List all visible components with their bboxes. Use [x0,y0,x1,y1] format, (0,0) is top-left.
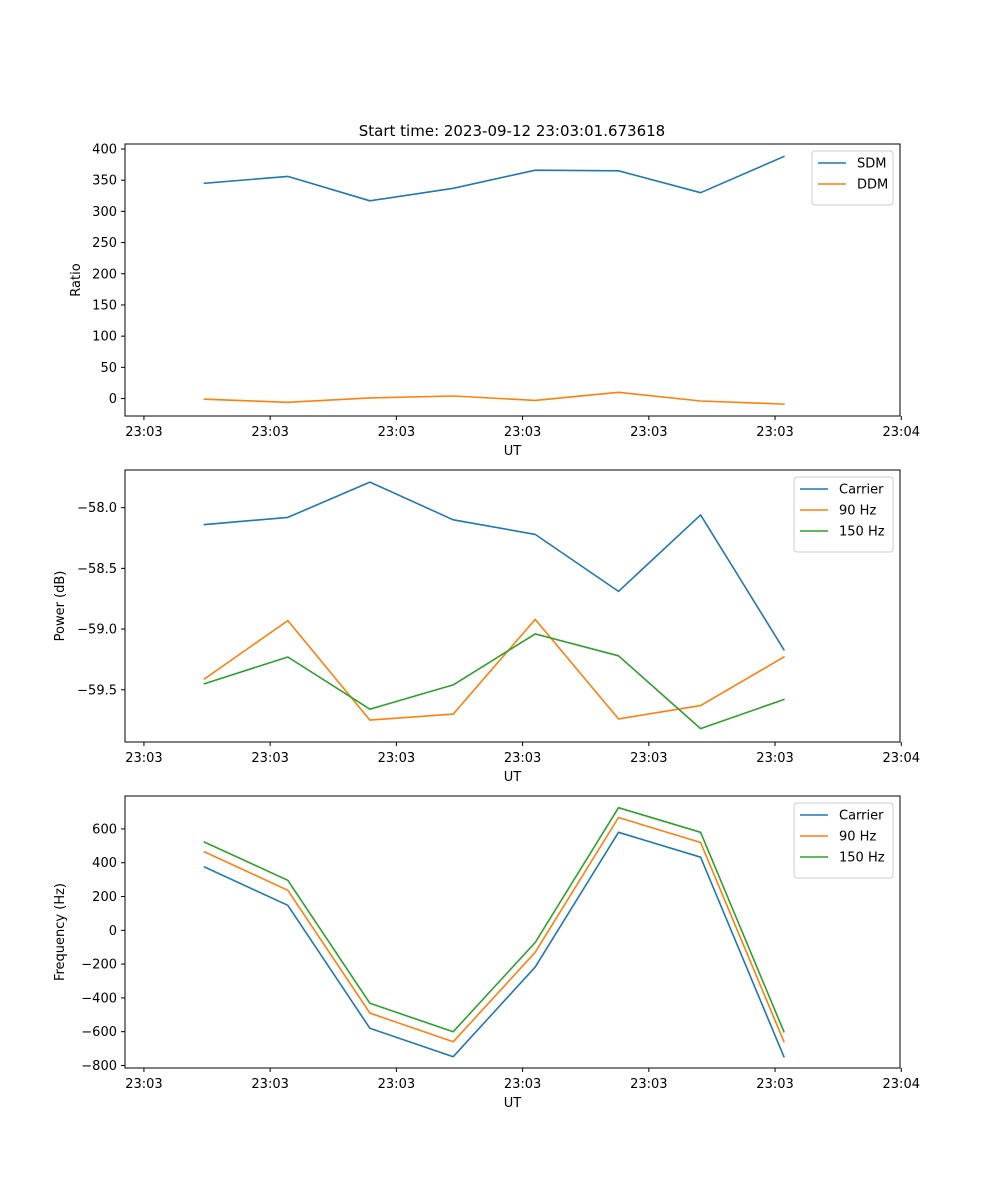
y-tick-label: −59.5 [77,683,117,698]
y-tick-label: 200 [92,890,117,905]
axes-frame [124,143,901,417]
x-tick-label: 23:03 [125,1077,162,1092]
x-tick-label: 23:03 [378,425,415,440]
x-tick-label: 23:03 [756,1077,793,1092]
x-tick-label: 23:03 [251,1077,288,1092]
series-line-carrier [203,481,786,651]
y-tick-label: −59.0 [77,623,117,638]
y-axis-label: Ratio [69,263,84,296]
legend-label: 90 Hz [839,504,876,519]
x-tick-label: 23:04 [883,751,920,766]
x-tick-label: 23:03 [378,751,415,766]
legend-label: SDM [857,157,886,172]
y-tick-label: −400 [81,991,117,1006]
y-axis-label: Frequency (Hz) [53,883,68,981]
y-tick-label: 300 [92,205,117,220]
legend-label: 90 Hz [839,830,876,845]
subplot-3: 23:03 23:03 23:03 23:03 23:03 23:03 23:04 −800 −… [53,795,920,1111]
x-tick-label: 23:03 [251,425,288,440]
series-line-150-hz [203,633,785,730]
x-tick-label: 23:04 [883,425,920,440]
x-tick-label: 23:03 [504,751,541,766]
legend-frame [793,476,894,553]
series-line-ddm [203,391,785,405]
y-tick-label: −200 [81,958,117,973]
x-tick-label: 23:03 [504,425,541,440]
x-tick-label: 23:03 [504,1077,541,1092]
legend-frame [811,150,894,206]
series-line-150-hz [203,806,785,1033]
y-tick-label: 50 [100,361,117,376]
x-tick-label: 23:03 [756,751,793,766]
x-tick-label: 23:03 [756,425,793,440]
y-tick-label: 600 [92,822,117,837]
subplot-1: 23:03 23:03 23:03 23:03 23:03 23:03 23:04 0 50 10… [69,142,920,459]
axes-frame [124,469,901,743]
series-line-90-hz [203,816,785,1043]
legend-label: DDM [857,178,888,193]
legend: Carrier 90 Hz 150 Hz [793,802,894,879]
y-tick-label: 400 [92,142,117,157]
y-tick-label: −800 [81,1059,117,1074]
x-axis-label: UT [504,770,522,785]
legend-frame [793,802,894,879]
legend: Carrier 90 Hz 150 Hz [793,476,894,553]
x-tick-label: 23:03 [630,425,667,440]
subplot-2: 23:03 23:03 23:03 23:03 23:03 23:03 23:04 −59.5… [53,469,920,785]
y-tick-label: −58.0 [77,501,117,516]
series-line-sdm [203,155,785,202]
x-tick-label: 23:03 [630,1077,667,1092]
y-tick-label: 400 [92,856,117,871]
series-line-carrier [203,831,785,1058]
y-tick-label: 150 [92,298,117,313]
y-tick-label: 100 [92,330,117,345]
y-tick-label: 0 [109,392,117,407]
x-tick-label: 23:03 [378,1077,415,1092]
x-tick-label: 23:03 [125,425,162,440]
y-tick-label: 350 [92,174,117,189]
figure-title: Start time: 2023-09-12 23:03:01.673618 [359,122,665,140]
x-axis-label: UT [504,444,522,459]
y-tick-label: −600 [81,1025,117,1040]
legend-label: 150 Hz [839,851,885,866]
y-tick-label: 200 [92,267,117,282]
x-tick-label: 23:04 [883,1077,920,1092]
y-tick-label: 0 [109,924,117,939]
legend-label: 150 Hz [839,525,885,540]
legend-label: Carrier [839,809,884,824]
series-line-90-hz [203,618,785,721]
x-tick-label: 23:03 [125,751,162,766]
axes-frame [124,795,901,1069]
legend-label: Carrier [839,483,884,498]
x-tick-label: 23:03 [251,751,288,766]
y-tick-label: −58.5 [77,562,117,577]
x-axis-label: UT [504,1096,522,1111]
legend: SDM DDM [811,150,894,206]
y-tick-label: 250 [92,236,117,251]
y-axis-label: Power (dB) [53,571,68,642]
x-tick-label: 23:03 [630,751,667,766]
